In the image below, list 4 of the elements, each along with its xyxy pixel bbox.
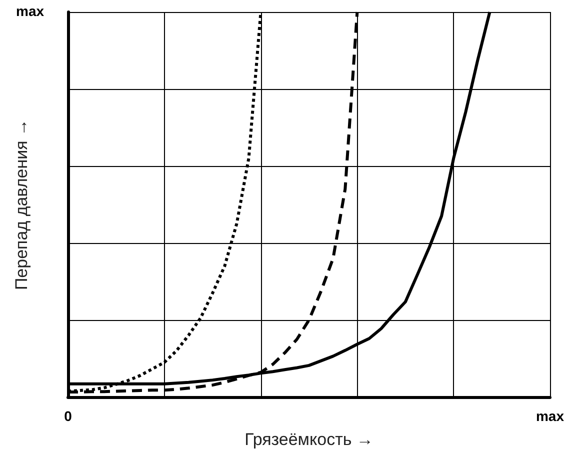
y-axis-title: Перепад давления → [12, 118, 31, 290]
x-tick-label: 0 [64, 408, 72, 424]
text: max [16, 3, 44, 19]
x-axis-title: Грязеёмкость → [244, 430, 374, 449]
